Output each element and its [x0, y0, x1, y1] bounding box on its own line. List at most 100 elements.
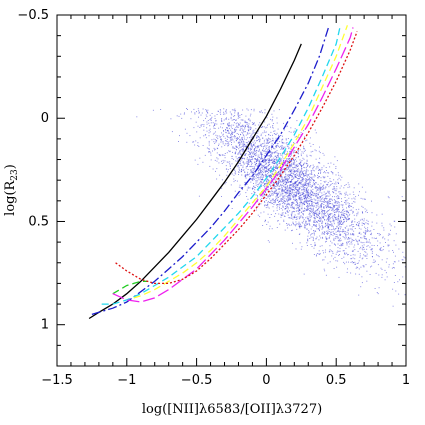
scatter-point [228, 131, 230, 133]
scatter-point [218, 143, 220, 145]
scatter-point [273, 130, 275, 132]
scatter-point [350, 225, 352, 227]
scatter-point [315, 221, 317, 223]
scatter-point [337, 201, 339, 203]
scatter-point [303, 158, 305, 160]
scatter-point [325, 211, 327, 213]
scatter-point [282, 138, 284, 140]
scatter-point [314, 199, 316, 201]
scatter-point [318, 225, 320, 227]
scatter-point [219, 112, 221, 114]
scatter-point [234, 130, 236, 132]
scatter-point [242, 157, 244, 159]
scatter-point [284, 191, 286, 193]
scatter-point [295, 186, 297, 188]
scatter-point [309, 179, 311, 181]
scatter-point [347, 194, 349, 196]
scatter-point [248, 164, 250, 165]
scatter-point [277, 155, 279, 157]
scatter-point [307, 238, 309, 240]
scatter-point [324, 171, 325, 173]
scatter-point [248, 158, 250, 160]
curve-series-group [88, 25, 358, 320]
scatter-point [246, 108, 248, 110]
scatter-point [299, 175, 301, 177]
scatter-point [315, 186, 317, 188]
scatter-point [260, 174, 262, 176]
scatter-point [253, 129, 255, 131]
scatter-point [250, 152, 252, 154]
scatter-point [324, 200, 325, 202]
scatter-point [311, 176, 313, 178]
scatter-point [298, 192, 300, 194]
scatter-point [251, 193, 253, 195]
scatter-point [265, 179, 267, 181]
scatter-point [366, 209, 368, 211]
scatter-point [263, 169, 265, 171]
scatter-point [318, 223, 320, 225]
scatter-point [262, 126, 263, 127]
scatter-point [276, 195, 278, 197]
scatter-point [235, 127, 237, 129]
scatter-point [235, 151, 237, 153]
scatter-point [264, 187, 266, 189]
scatter-point [258, 124, 260, 126]
scatter-point [224, 154, 226, 156]
scatter-point [246, 137, 248, 139]
scatter-point [346, 241, 347, 243]
scatter-point [337, 207, 339, 209]
scatter-point [318, 169, 320, 171]
scatter-point [273, 191, 275, 193]
scatter-point [329, 199, 331, 201]
scatter-point [264, 144, 266, 146]
scatter-point [329, 209, 331, 211]
scatter-point [271, 158, 273, 160]
scatter-point [316, 192, 317, 194]
scatter-point [300, 201, 302, 203]
scatter-point [235, 119, 237, 121]
scatter-point [291, 165, 293, 167]
scatter-point [301, 206, 303, 208]
scatter-point [329, 224, 331, 226]
scatter-point [256, 174, 258, 176]
scatter-point [275, 170, 277, 172]
scatter-point [355, 273, 357, 275]
scatter-point [349, 228, 351, 230]
scatter-point [308, 203, 310, 205]
scatter-point [231, 131, 233, 133]
scatter-point [220, 141, 222, 143]
scatter-point [312, 201, 314, 203]
scatter-point [337, 224, 339, 226]
scatter-point [237, 114, 239, 116]
scatter-point [317, 177, 318, 179]
scatter-point [254, 158, 256, 160]
scatter-point [310, 177, 312, 179]
scatter-point [335, 200, 337, 202]
scatter-point [324, 201, 326, 203]
scatter-point [344, 217, 346, 219]
scatter-point [316, 209, 318, 210]
scatter-point [359, 255, 361, 257]
scatter-point [247, 187, 249, 189]
scatter-point [290, 165, 292, 167]
scatter-point [346, 225, 348, 227]
scatter-point [249, 154, 251, 156]
scatter-point [216, 140, 218, 142]
scatter-point [321, 195, 323, 197]
scatter-point [261, 126, 263, 128]
scatter-point [251, 144, 253, 146]
scatter-point [367, 230, 369, 232]
scatter-point [354, 258, 356, 260]
scatter-point [364, 230, 366, 232]
scatter-point [300, 199, 302, 201]
scatter-point [237, 165, 239, 166]
scatter-point [273, 165, 275, 167]
scatter-point [233, 141, 235, 143]
scatter-point [251, 161, 252, 163]
scatter-point [283, 180, 284, 182]
scatter-point [288, 195, 290, 197]
scatter-point [279, 194, 281, 196]
scatter-point [341, 201, 343, 202]
scatter-point [309, 220, 311, 222]
scatter-point [371, 225, 373, 227]
